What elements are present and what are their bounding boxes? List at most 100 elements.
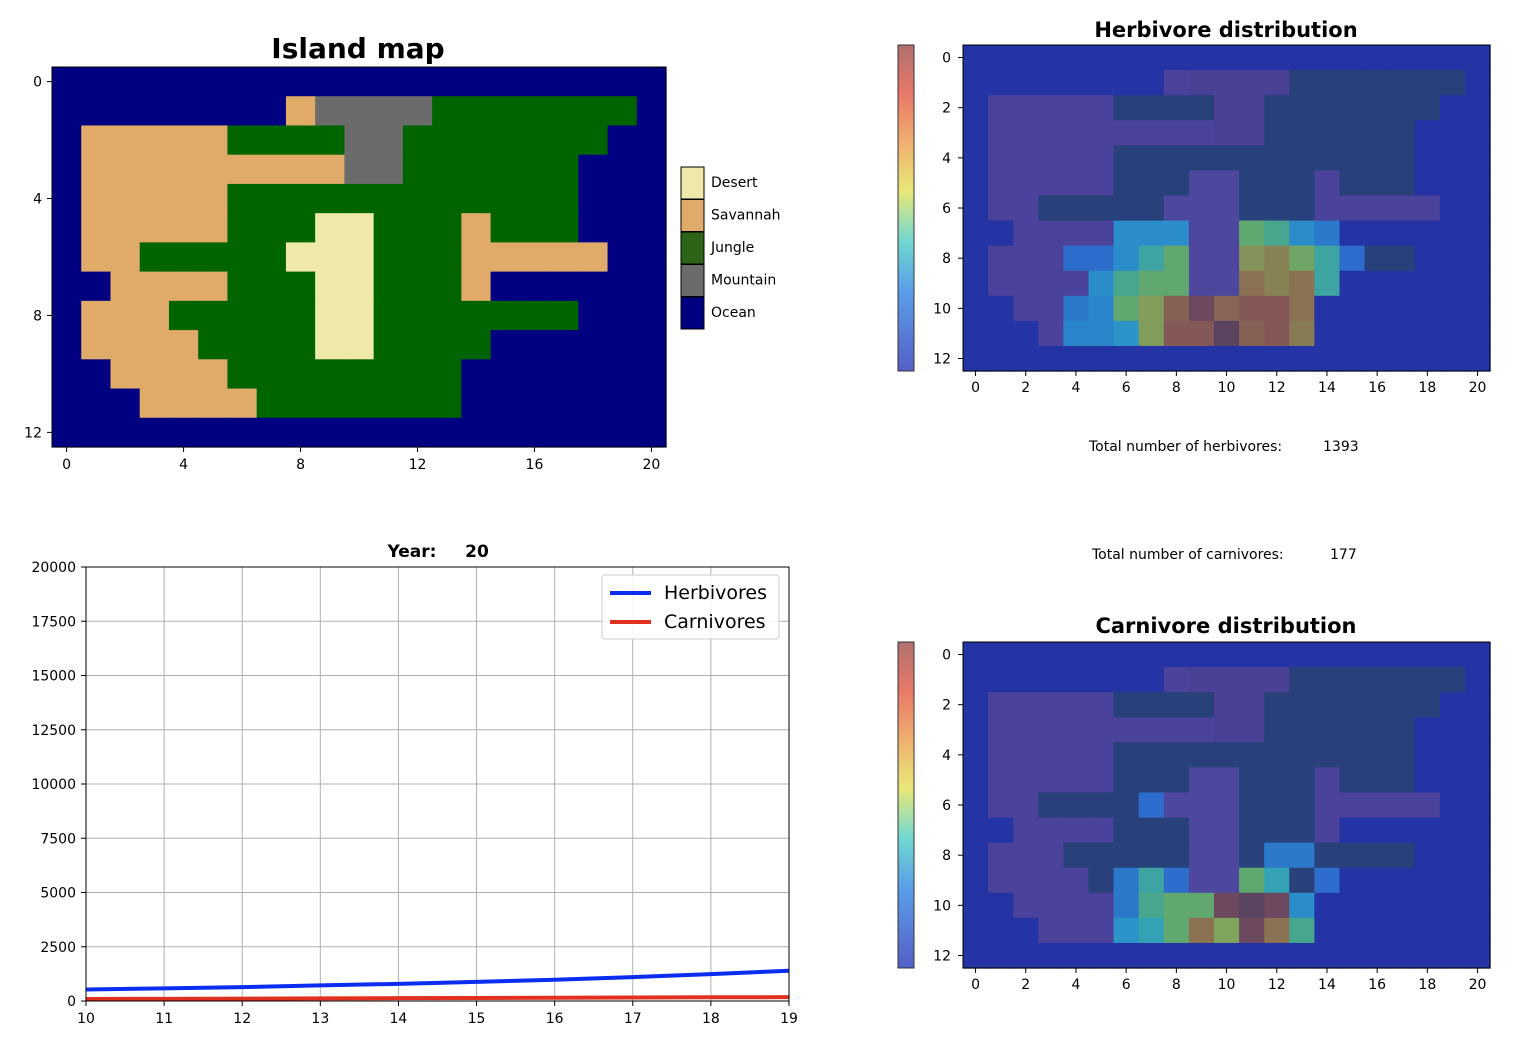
heat-cell <box>963 245 989 272</box>
island-cell <box>636 125 667 156</box>
island-cell <box>52 417 82 448</box>
heat-ytick-label: 4 <box>942 748 951 764</box>
line-ytick-label: 15000 <box>31 669 76 685</box>
year-label: Year: <box>387 542 437 562</box>
island-cell <box>315 154 345 185</box>
island-cell <box>110 271 141 302</box>
island-cell <box>636 213 667 243</box>
heat-xtick-label: 2 <box>1021 380 1030 396</box>
heat-cell <box>1239 742 1265 768</box>
heat-cell <box>1163 667 1190 693</box>
island-cell <box>519 96 550 127</box>
island-cell <box>519 300 550 331</box>
island-cell <box>110 417 141 448</box>
heat-cell <box>963 320 989 347</box>
heat-cell <box>1465 692 1491 718</box>
heat-cell <box>1188 792 1215 819</box>
heat-cell <box>1063 45 1090 71</box>
island-cell <box>198 96 229 127</box>
heat-cell <box>963 917 989 944</box>
island-cell <box>607 417 638 448</box>
heat-cell <box>1063 817 1090 844</box>
island-cell <box>578 388 609 419</box>
island-xtick-label: 0 <box>62 457 71 473</box>
heat-cell <box>1439 942 1466 969</box>
island-cell <box>198 271 229 302</box>
island-cell <box>52 300 82 331</box>
heat-cell <box>1138 295 1165 322</box>
heat-cell <box>1264 220 1290 247</box>
heat-xtick-label: 4 <box>1071 977 1080 993</box>
heat-cell <box>1163 195 1190 222</box>
heat-cell <box>1389 195 1416 222</box>
heat-cell <box>1289 767 1315 794</box>
heat-ytick-label: 2 <box>942 698 951 714</box>
island-cell <box>578 417 609 448</box>
heat-cell <box>1013 917 1039 944</box>
heat-cell <box>1414 195 1441 222</box>
heat-cell <box>1264 917 1290 944</box>
island-cell <box>607 242 638 273</box>
heat-cell <box>1013 270 1039 297</box>
heat-cell <box>1063 295 1090 322</box>
heat-cell <box>1339 742 1366 768</box>
heat-cell <box>1113 817 1140 844</box>
heat-cell <box>1188 70 1215 96</box>
island-cell <box>490 300 521 331</box>
heat-cell <box>1289 120 1315 146</box>
island-cell <box>81 125 112 156</box>
heat-cell <box>1314 120 1341 146</box>
heat-cell <box>1414 842 1441 869</box>
heat-ytick-label: 10 <box>933 898 951 914</box>
heat-cell <box>1113 220 1140 247</box>
heat-cell <box>1038 70 1064 96</box>
herbivore-total-label: Total number of herbivores: <box>1088 439 1282 455</box>
island-cell <box>81 242 112 273</box>
island-cell <box>81 330 112 360</box>
heat-cell <box>1188 170 1215 197</box>
heat-cell <box>1214 120 1240 146</box>
island-cell <box>139 67 170 97</box>
heat-cell <box>1364 742 1391 768</box>
heat-xtick-label: 18 <box>1418 977 1436 993</box>
line-xtick-label: 10 <box>77 1011 95 1027</box>
island-cell <box>227 359 258 390</box>
heat-cell <box>1289 717 1315 743</box>
heat-cell <box>1138 867 1165 894</box>
heat-cell <box>1414 817 1441 844</box>
island-cell <box>139 154 170 185</box>
island-cell <box>636 300 667 331</box>
heat-cell <box>1088 70 1115 96</box>
herbivore-distribution-title: Herbivore distribution <box>1094 18 1357 42</box>
heat-cell <box>1314 667 1341 693</box>
island-cell <box>636 67 667 97</box>
heat-cell <box>1088 917 1115 944</box>
island-cell <box>373 271 404 302</box>
island-cell <box>461 300 492 331</box>
island-cell <box>490 242 521 273</box>
heat-cell <box>1289 270 1315 297</box>
island-cell <box>636 388 667 419</box>
heat-cell <box>1013 842 1039 869</box>
island-cell <box>168 96 199 127</box>
island-cell <box>315 330 345 360</box>
heat-cell <box>1013 942 1039 969</box>
heat-cell <box>1239 767 1265 794</box>
heat-cell <box>1264 742 1290 768</box>
heat-cell <box>1264 245 1290 272</box>
heat-xtick-label: 18 <box>1418 380 1436 396</box>
heat-cell <box>1439 867 1466 894</box>
heat-cell <box>1414 742 1441 768</box>
heat-cell <box>1264 892 1290 919</box>
heat-cell <box>1113 345 1140 372</box>
heat-cell <box>1414 95 1441 121</box>
island-cell <box>578 96 609 127</box>
heat-cell <box>1214 95 1240 121</box>
heat-cell <box>1138 817 1165 844</box>
heat-cell <box>1414 867 1441 894</box>
heat-ytick-label: 4 <box>942 151 951 167</box>
island-cell <box>256 242 287 273</box>
heat-cell <box>1364 95 1391 121</box>
heat-cell <box>1239 320 1265 347</box>
island-cell <box>549 330 579 360</box>
